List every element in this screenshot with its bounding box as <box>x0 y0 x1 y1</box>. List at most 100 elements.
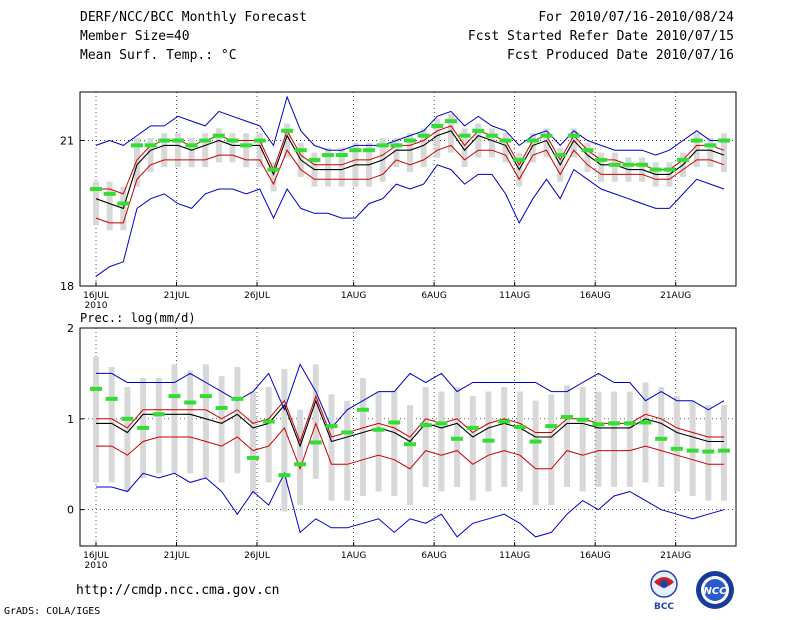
x-tick-label: 16JUL <box>83 291 109 301</box>
website-url[interactable]: http://cmdp.ncc.cma.gov.cn <box>76 583 280 598</box>
observed-marker <box>309 440 322 445</box>
forecast-produced-date: Fcst Produced Date 2010/07/16 <box>507 48 734 63</box>
observed-marker <box>356 407 369 412</box>
observed-marker <box>90 386 102 391</box>
chart-title: DERF/NCC/BCC Monthly Forecast <box>80 10 307 25</box>
x-tick-label: 26JUL <box>244 291 270 301</box>
observed-marker <box>419 423 432 428</box>
svg-text:NCC: NCC <box>703 586 727 597</box>
spread-box <box>564 385 570 487</box>
min-envelope-line <box>95 164 725 277</box>
y-tick-label: 2 <box>67 322 74 335</box>
spread-box <box>420 128 427 168</box>
observed-marker <box>513 425 526 430</box>
observed-marker <box>592 422 605 427</box>
observed-marker <box>262 419 275 424</box>
observed-marker <box>240 143 253 148</box>
spread-box <box>93 181 99 226</box>
observed-marker <box>130 143 143 148</box>
spread-box <box>243 133 250 168</box>
x-tick-label: 21JUL <box>164 291 190 301</box>
spread-box <box>174 133 181 168</box>
spread-box <box>611 152 618 182</box>
spread-box <box>595 391 602 487</box>
observed-marker <box>158 138 171 143</box>
spread-box <box>516 391 523 492</box>
observed-marker <box>231 396 244 401</box>
y-tick-label: 1 <box>67 413 74 426</box>
x-year-label: 2010 <box>85 561 108 571</box>
observed-marker <box>199 138 212 143</box>
x-tick-label: 11AUG <box>499 551 530 561</box>
observed-marker <box>636 162 649 167</box>
precipitation-panel: 16JUL 21JUL 26JUL 1AUG 6AUG 11AUG 16AUG 21AUG20… <box>67 322 737 571</box>
max-envelope-line <box>96 363 725 429</box>
observed-marker <box>608 162 621 167</box>
observed-marker <box>649 167 662 172</box>
spread-box <box>721 133 727 173</box>
spread-box <box>438 391 445 492</box>
spread-box <box>721 405 727 501</box>
x-year-label: 2010 <box>85 301 108 311</box>
observed-marker <box>526 138 539 143</box>
y-tick-label: 18 <box>60 280 74 293</box>
observed-marker <box>670 446 683 451</box>
spread-box <box>375 391 382 492</box>
spread-box <box>188 138 195 168</box>
spread-box <box>229 133 236 163</box>
observed-marker <box>372 427 385 432</box>
x-tick-label: 1AUG <box>341 291 366 301</box>
observed-marker <box>482 438 495 443</box>
spread-box <box>270 162 277 192</box>
observed-marker <box>458 133 471 138</box>
spread-box <box>284 123 291 158</box>
observed-marker <box>718 448 730 453</box>
max-envelope-line <box>95 95 724 156</box>
spread-box <box>461 128 468 168</box>
observed-marker <box>472 128 485 133</box>
x-tick-label: 16JUL <box>83 551 109 561</box>
observed-marker <box>388 420 401 425</box>
plot-frame <box>79 91 737 287</box>
observed-marker <box>567 133 580 138</box>
spread-box <box>147 138 154 173</box>
observed-marker <box>554 153 567 158</box>
spread-box <box>171 364 178 474</box>
spread-box <box>393 138 400 168</box>
observed-marker <box>485 133 498 138</box>
observed-marker <box>281 128 294 133</box>
observed-marker <box>325 424 338 429</box>
observed-marker <box>226 138 239 143</box>
y-tick-label: 21 <box>60 135 74 148</box>
y-tick-label: 0 <box>67 504 74 517</box>
spread-box <box>434 118 441 158</box>
x-tick-label: 6AUG <box>421 551 446 561</box>
spread-box <box>281 368 288 512</box>
spread-box <box>312 364 319 479</box>
observed-marker <box>608 421 621 426</box>
spread-box <box>256 133 263 168</box>
observed-marker <box>215 405 228 410</box>
observed-marker <box>663 167 676 172</box>
observed-marker <box>561 415 573 420</box>
observed-marker <box>686 448 699 453</box>
observed-marker <box>417 133 430 138</box>
x-tick-label: 21AUG <box>660 551 691 561</box>
observed-marker <box>702 449 715 454</box>
spread-box <box>642 382 649 483</box>
observed-marker <box>581 148 594 153</box>
spread-box <box>707 138 714 168</box>
observed-marker <box>623 421 636 426</box>
observed-marker <box>121 416 134 421</box>
spread-box <box>202 364 209 478</box>
spread-box <box>598 152 605 182</box>
spread-box <box>124 387 131 492</box>
spread-box <box>488 128 495 158</box>
observed-marker <box>168 394 181 399</box>
observed-marker <box>704 143 717 148</box>
spread-box <box>215 128 222 163</box>
median-line <box>96 399 724 448</box>
spread-box <box>359 377 366 497</box>
observed-marker <box>404 442 416 447</box>
observed-marker <box>622 162 635 167</box>
